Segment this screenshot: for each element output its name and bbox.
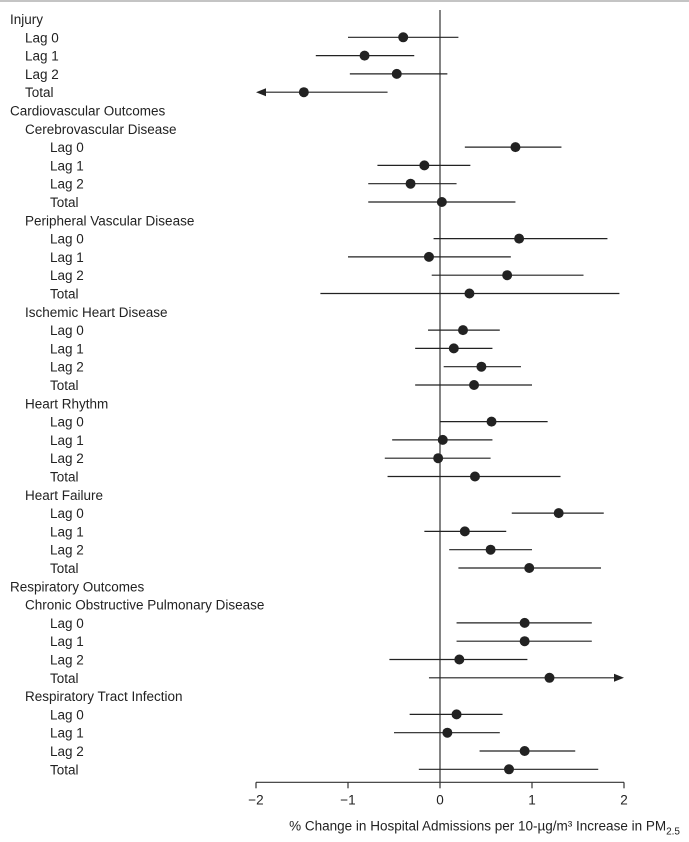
row-label: Lag 1 bbox=[50, 341, 84, 356]
point-estimate bbox=[451, 709, 462, 720]
x-tick-label: −2 bbox=[248, 792, 263, 807]
point-estimate bbox=[298, 87, 309, 98]
point-estimate bbox=[359, 50, 370, 61]
x-tick-label: 2 bbox=[620, 792, 628, 807]
row-label: Lag 1 bbox=[50, 250, 84, 265]
row-label: Heart Failure bbox=[25, 488, 103, 503]
row-label: Respiratory Tract Infection bbox=[25, 689, 183, 704]
x-tick-label: 1 bbox=[528, 792, 536, 807]
row-label: Lag 1 bbox=[50, 634, 84, 649]
plot-area bbox=[256, 10, 624, 783]
row-label: Heart Rhythm bbox=[25, 396, 108, 411]
x-ticks: −2 −1 0 1 2 bbox=[248, 782, 628, 807]
point-estimate bbox=[476, 361, 487, 372]
point-estimate bbox=[519, 636, 530, 647]
point-estimate bbox=[464, 288, 475, 299]
row-label: Total bbox=[50, 561, 79, 576]
row-label: Lag 0 bbox=[50, 232, 84, 247]
point-estimate bbox=[442, 727, 453, 738]
point-estimate bbox=[398, 32, 409, 43]
point-estimate bbox=[519, 617, 530, 628]
row-label: Injury bbox=[10, 12, 43, 27]
row-label: Lag 0 bbox=[25, 30, 59, 45]
point-estimate bbox=[405, 178, 416, 189]
row-label: Total bbox=[50, 378, 79, 393]
x-tick-label: −1 bbox=[340, 792, 355, 807]
point-estimate bbox=[524, 563, 535, 573]
row-label: Total bbox=[50, 671, 79, 686]
row-label: Total bbox=[50, 470, 79, 485]
row-labels: Injury Lag 0 Lag 1 Lag 2 Total Cardiovascular… bbox=[10, 12, 264, 777]
point-estimate bbox=[544, 672, 555, 683]
point-estimate bbox=[459, 526, 470, 537]
row-label: Ischemic Heart Disease bbox=[25, 305, 168, 320]
point-estimate bbox=[454, 654, 465, 665]
point-estimate bbox=[433, 453, 444, 464]
x-axis-title: % Change in Hospital Admissions per 10-µ… bbox=[289, 818, 680, 837]
ci-arrow-left bbox=[256, 88, 266, 97]
row-label: Lag 0 bbox=[50, 707, 84, 722]
point-estimate bbox=[419, 160, 430, 171]
row-label: Cerebrovascular Disease bbox=[25, 122, 177, 137]
point-estimate bbox=[514, 233, 525, 244]
row-label: Lag 1 bbox=[50, 158, 84, 173]
point-estimate bbox=[485, 544, 496, 555]
row-label: Lag 2 bbox=[50, 177, 84, 192]
row-label: Lag 2 bbox=[25, 67, 59, 82]
row-label: Total bbox=[50, 287, 79, 302]
row-label: Lag 2 bbox=[50, 543, 84, 558]
point-estimate bbox=[519, 746, 530, 756]
point-estimate bbox=[553, 508, 564, 519]
row-label: Lag 2 bbox=[50, 451, 84, 466]
point-estimate bbox=[391, 68, 402, 79]
point-estimates bbox=[298, 32, 564, 775]
row-label: Cardiovascular Outcomes bbox=[10, 104, 166, 119]
point-estimate bbox=[469, 380, 480, 390]
row-label: Lag 0 bbox=[50, 415, 84, 430]
x-axis-title-subscript: 2.5 bbox=[666, 826, 680, 837]
x-axis-title-main: % Change in Hospital Admissions per 10-µ… bbox=[289, 818, 666, 833]
row-label: Chronic Obstructive Pulmonary Disease bbox=[25, 598, 264, 613]
row-label: Lag 1 bbox=[50, 433, 84, 448]
point-estimate bbox=[504, 764, 514, 775]
ci-arrow-right bbox=[614, 673, 624, 682]
point-estimate bbox=[448, 343, 459, 354]
point-estimate bbox=[437, 434, 448, 445]
row-label: Peripheral Vascular Disease bbox=[25, 213, 194, 228]
row-label: Respiratory Outcomes bbox=[10, 579, 145, 594]
row-label: Total bbox=[50, 195, 79, 210]
row-label: Total bbox=[50, 762, 79, 777]
row-label: Lag 2 bbox=[50, 360, 84, 375]
row-label: Lag 2 bbox=[50, 744, 84, 759]
point-estimate bbox=[486, 416, 497, 427]
row-label: Lag 2 bbox=[50, 268, 84, 283]
row-label: Lag 0 bbox=[50, 140, 84, 155]
row-label: Lag 2 bbox=[50, 653, 84, 668]
row-label: Lag 1 bbox=[25, 49, 59, 64]
point-estimate bbox=[502, 270, 513, 281]
x-tick-label: 0 bbox=[436, 792, 444, 807]
point-estimate bbox=[423, 251, 434, 262]
row-label: Lag 0 bbox=[50, 616, 84, 631]
row-label: Total bbox=[25, 85, 54, 100]
point-estimate bbox=[458, 325, 468, 336]
point-estimate bbox=[510, 142, 521, 153]
point-estimate bbox=[469, 471, 480, 482]
row-label: Lag 0 bbox=[50, 323, 84, 338]
x-axis: −2 −1 0 1 2 bbox=[248, 781, 628, 807]
row-label: Lag 1 bbox=[50, 726, 84, 741]
row-label: Lag 0 bbox=[50, 506, 84, 521]
row-label: Lag 1 bbox=[50, 524, 84, 539]
point-estimate bbox=[436, 197, 447, 207]
